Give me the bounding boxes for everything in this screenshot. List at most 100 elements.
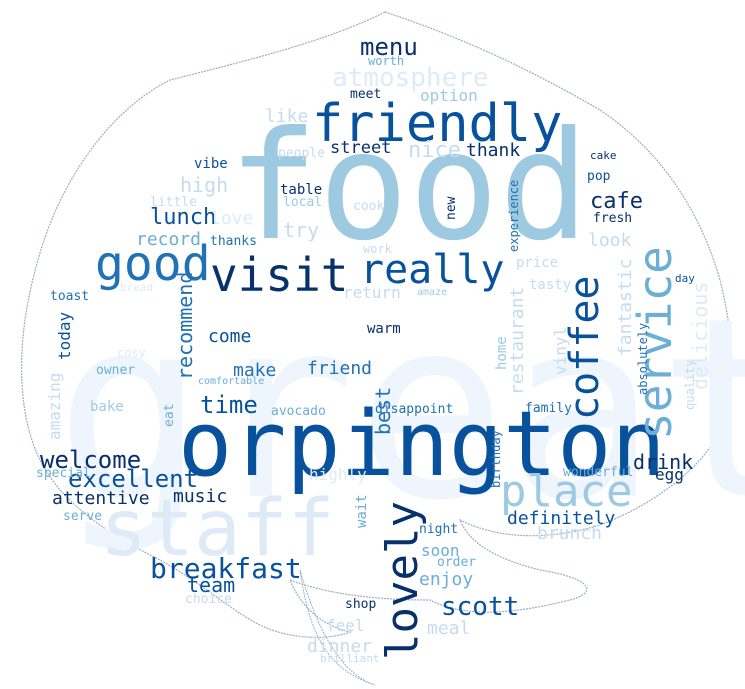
word-return: return (343, 283, 401, 302)
word-birthday: birthday (489, 430, 503, 488)
word-bread: bread (120, 281, 154, 294)
word-cafe: cafe (590, 189, 643, 214)
word-visit: visit (210, 248, 349, 302)
word-bake: bake (90, 399, 124, 415)
word-feel: feel (326, 616, 365, 635)
word-egg: egg (655, 465, 684, 484)
word-toast: toast (50, 289, 90, 304)
word-excellent: excellent (68, 465, 199, 493)
word-friend: friend (307, 358, 373, 379)
word-atmosphere: atmosphere (332, 63, 489, 93)
word-great: great (55, 264, 745, 555)
word-tasty: tasty (529, 277, 572, 293)
word-best: best (371, 386, 395, 435)
word-like: like (265, 106, 309, 127)
word-day: day (675, 272, 695, 285)
word-today: today (55, 311, 74, 360)
word-thank: thank (466, 140, 521, 161)
word-disappoint: disappoint (375, 402, 454, 417)
word-try: try (283, 218, 320, 242)
word-choice: choice (185, 592, 232, 607)
word-thanks: thanks (210, 234, 257, 249)
word-menu: menu (360, 33, 418, 61)
word-special: special (36, 466, 91, 481)
word-cake: cake (590, 149, 617, 162)
word-soon: soon (421, 541, 460, 560)
word-really: really (360, 247, 505, 293)
word-local: local (283, 195, 323, 210)
word-attentive: attentive (52, 488, 150, 509)
word-little: little (150, 195, 197, 210)
word-make: make (233, 360, 277, 381)
word-coffee: coffee (562, 275, 608, 421)
word-pop: pop (587, 169, 611, 184)
word-high: high (180, 173, 229, 197)
word-work: work (363, 242, 392, 256)
word-eat: eat (162, 403, 177, 427)
word-highly: highly (309, 465, 367, 484)
word-definitely: definitely (507, 508, 616, 529)
word-dinner: dinner (307, 636, 373, 657)
word-team: team (187, 573, 236, 597)
word-good: good (95, 236, 211, 292)
word-meal: meal (427, 618, 471, 639)
shape-outline (20, 11, 733, 638)
word-shop: shop (345, 597, 377, 612)
word-meet: meet (350, 87, 382, 102)
word-order: order (437, 555, 477, 570)
word-warm: warm (367, 321, 401, 337)
word-avocado: avocado (271, 404, 326, 419)
word-brilliant: brilliant (320, 652, 380, 665)
word-fantastic: fantastic (615, 258, 636, 356)
word-food: food (228, 100, 590, 274)
word-time: time (200, 391, 258, 419)
word-cook: cook (353, 199, 385, 214)
word-owner: owner (96, 363, 136, 378)
word-friendly: friendly (312, 94, 563, 154)
word-wait: wait (354, 494, 370, 528)
word-night: night (419, 522, 459, 537)
word-restaurant: restaurant (507, 286, 528, 395)
word-people: people (278, 146, 325, 161)
word-price: price (516, 255, 559, 271)
word-worth: worth (368, 54, 405, 68)
word-drink: drink (633, 450, 694, 474)
word-welcome: welcome (40, 446, 142, 474)
word-look: look (588, 230, 632, 251)
word-absolutely: absolutely (636, 322, 650, 395)
word-quality: quality (683, 359, 697, 410)
word-lunch: lunch (150, 205, 217, 230)
word-home: home (494, 336, 510, 370)
word-street: street (330, 138, 392, 158)
word-place: place (500, 466, 633, 517)
word-vinyl: vinyl (551, 326, 570, 375)
word-love: love (210, 208, 254, 229)
word-staff: staff (100, 484, 335, 574)
word-come: come (208, 326, 252, 347)
word-experience: experience (507, 179, 521, 252)
word-family: family (525, 401, 572, 416)
word-breakfast: breakfast (150, 552, 302, 585)
shape-stem-outline (299, 569, 376, 686)
word-vibe: vibe (194, 156, 228, 172)
word-wonderful: wonderful (563, 465, 634, 480)
word-option: option (420, 86, 478, 105)
word-nice: nice (408, 138, 461, 163)
word-record: record (136, 229, 202, 250)
word-fresh: fresh (593, 211, 633, 226)
word-new: new (444, 196, 459, 220)
word-amaze: amaze (417, 287, 448, 298)
word-scott: scott (441, 592, 520, 622)
word-table: table (280, 182, 323, 198)
word-recommend: recommend (173, 271, 197, 380)
word-music: music (173, 486, 228, 507)
word-cosy: cosy (117, 346, 146, 360)
word-amazing: amazing (45, 372, 64, 440)
word-orpington: orpington (178, 392, 666, 497)
word-serve: serve (63, 509, 103, 524)
word-brunch: brunch (537, 523, 603, 544)
word-enjoy: enjoy (419, 569, 474, 590)
word-comfortable: comfortable (198, 376, 265, 387)
